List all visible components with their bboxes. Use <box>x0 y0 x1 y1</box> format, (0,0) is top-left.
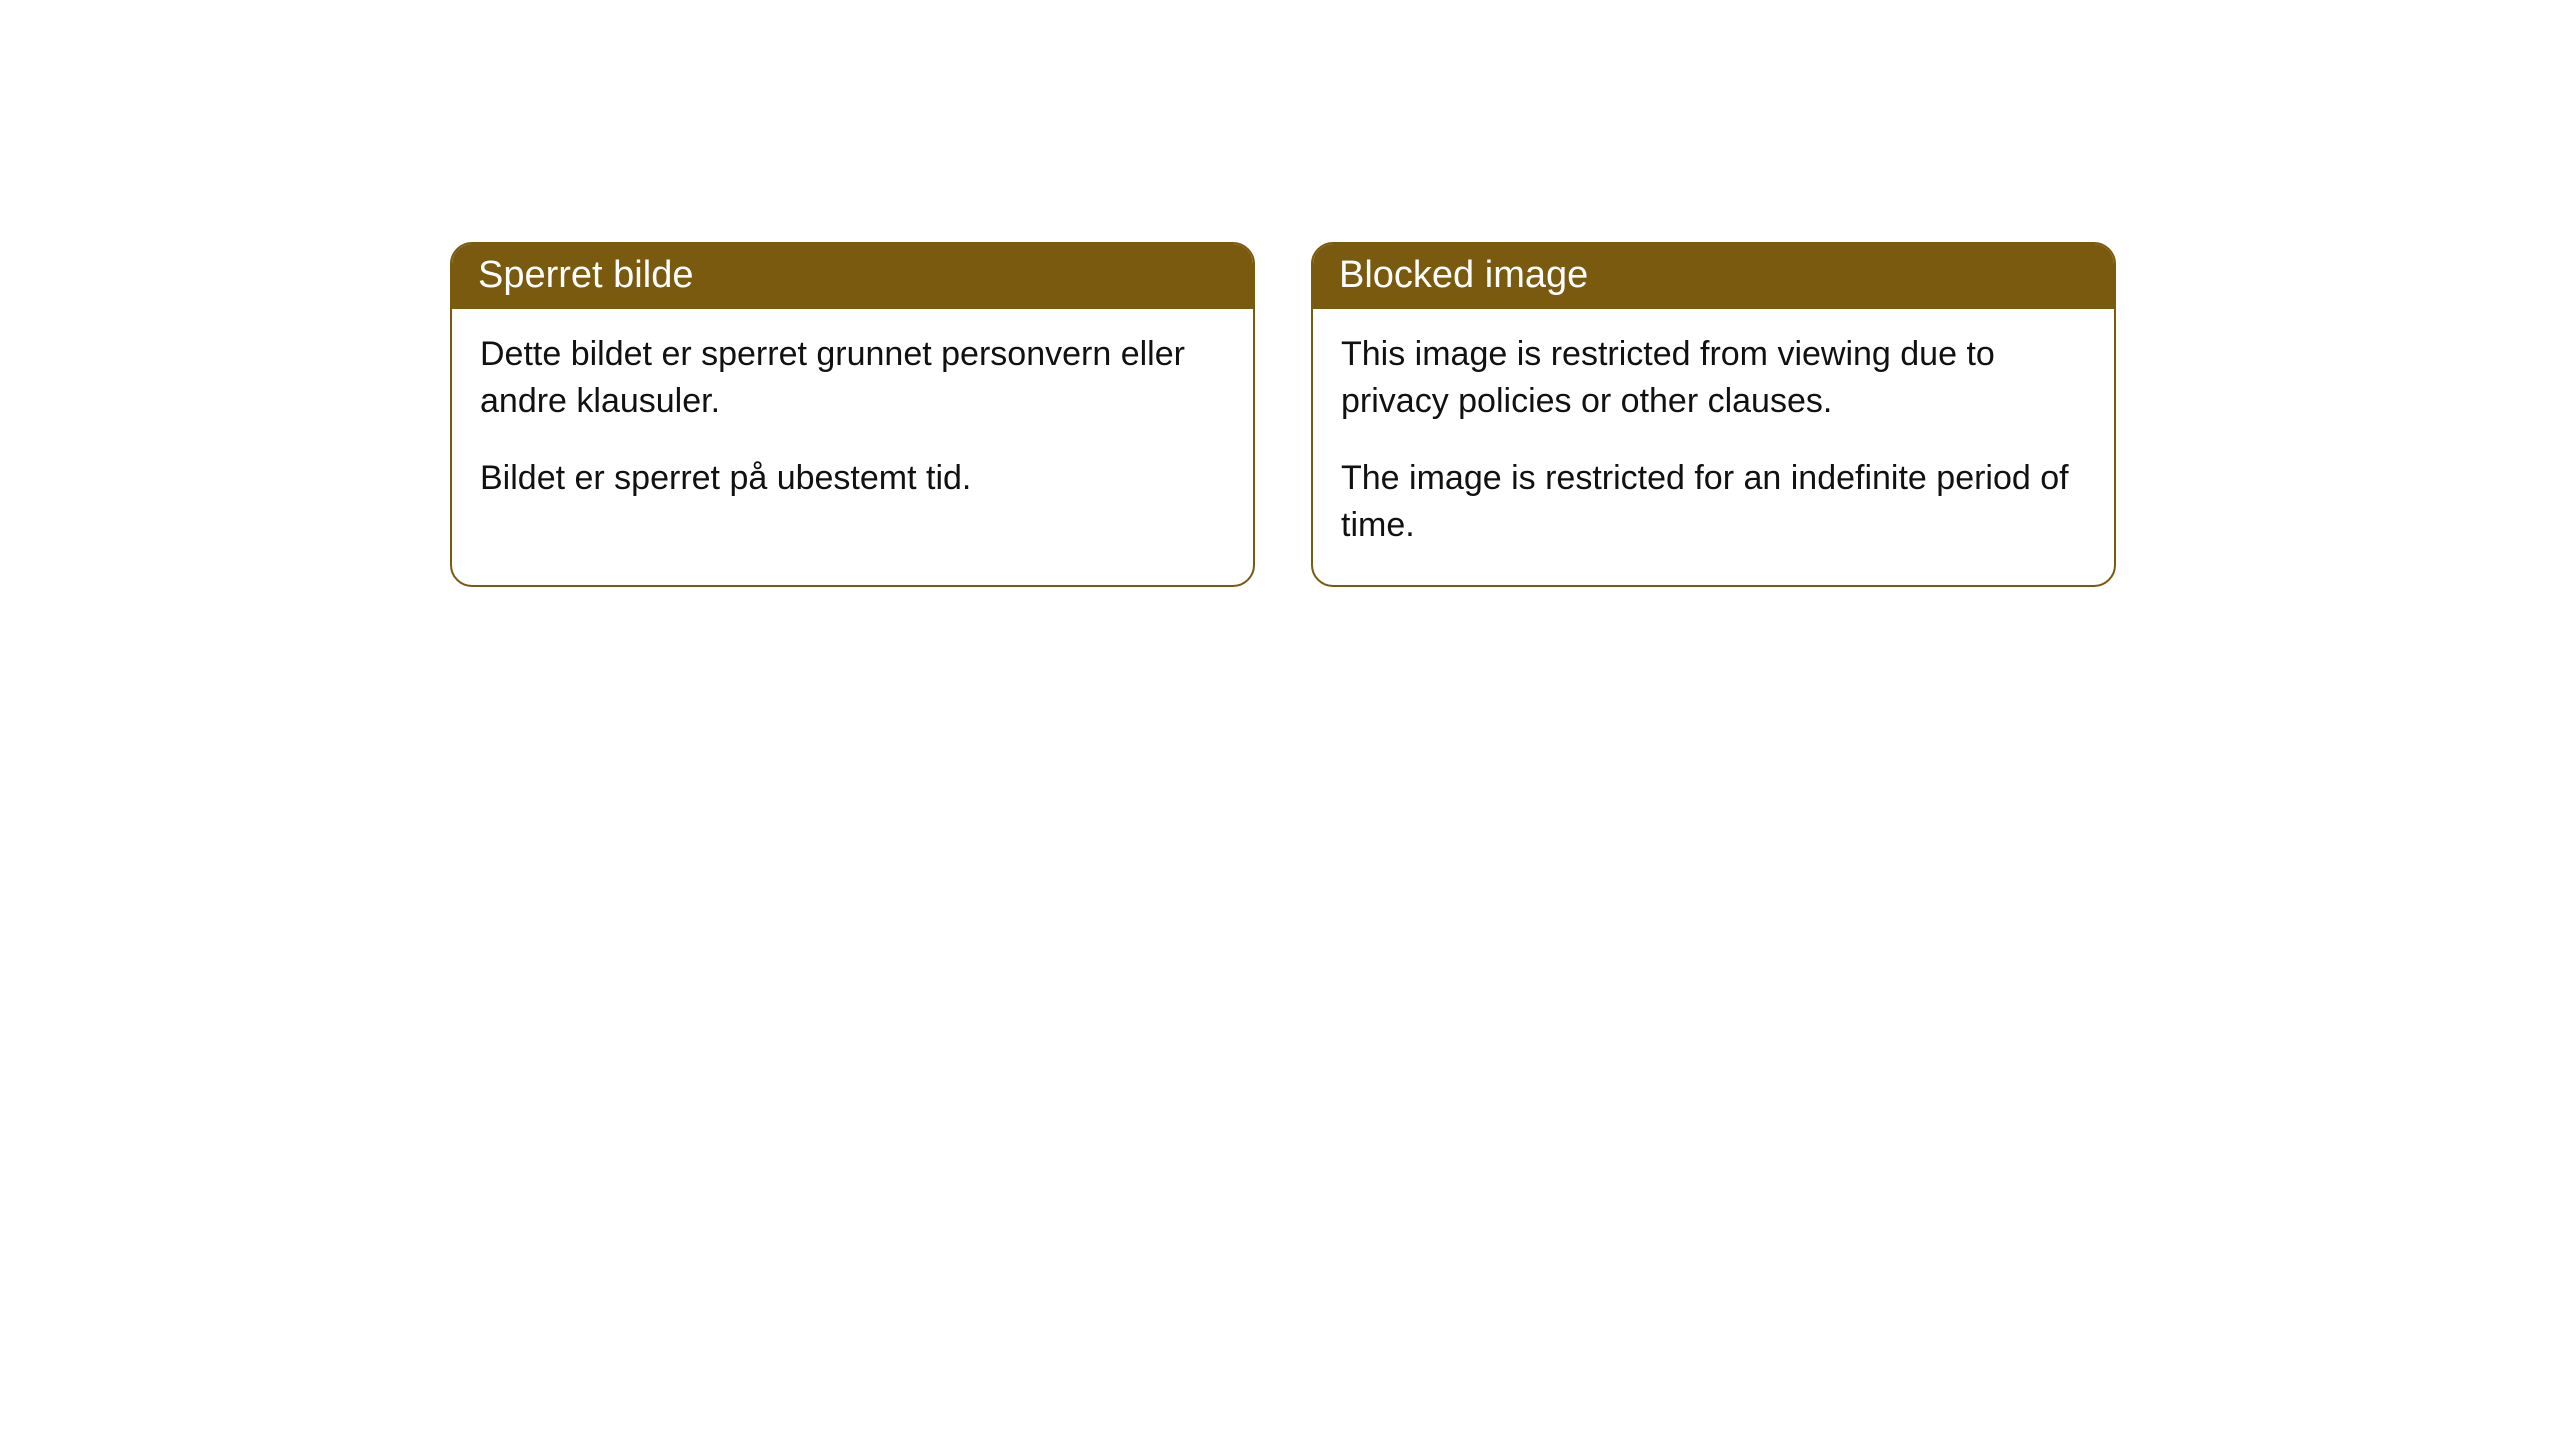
blocked-image-card-norwegian: Sperret bilde Dette bildet er sperret gr… <box>450 242 1255 587</box>
card-header: Blocked image <box>1313 244 2114 309</box>
card-body: Dette bildet er sperret grunnet personve… <box>452 309 1253 538</box>
notice-cards-container: Sperret bilde Dette bildet er sperret gr… <box>450 242 2116 587</box>
card-header: Sperret bilde <box>452 244 1253 309</box>
card-paragraph-1: This image is restricted from viewing du… <box>1341 331 2086 425</box>
card-title: Sperret bilde <box>478 254 693 296</box>
card-paragraph-1: Dette bildet er sperret grunnet personve… <box>480 331 1225 425</box>
card-title: Blocked image <box>1339 254 1588 296</box>
card-paragraph-2: Bildet er sperret på ubestemt tid. <box>480 455 1225 502</box>
card-paragraph-2: The image is restricted for an indefinit… <box>1341 455 2086 549</box>
blocked-image-card-english: Blocked image This image is restricted f… <box>1311 242 2116 587</box>
card-body: This image is restricted from viewing du… <box>1313 309 2114 585</box>
